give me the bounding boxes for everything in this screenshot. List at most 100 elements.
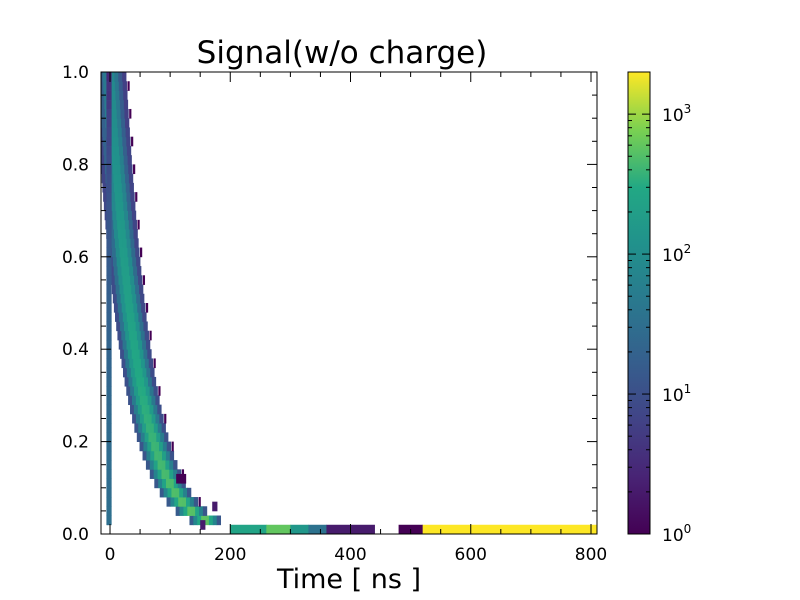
heatmap-cell [198,497,201,507]
heatmap-cell [171,441,174,452]
heatmap-cell [132,293,137,304]
heatmap-cell [119,284,124,295]
heatmap-cell [107,339,110,350]
heatmap-cell [191,506,196,516]
heatmap-cell [125,118,130,128]
heatmap-cell [108,238,111,248]
heatmap-cell [135,395,141,406]
heatmap-cell [138,367,143,378]
heatmap-cell [121,330,126,341]
heatmap-cell [107,376,110,387]
heatmap-cell [125,330,130,341]
heatmap-cell [108,312,111,322]
heatmap-cell [123,349,129,359]
heatmap-cell [106,339,109,350]
heatmap-cell [134,312,139,322]
heatmap-cell [120,349,125,359]
heatmap-cell [107,210,110,221]
heatmap-cell [143,349,148,359]
heatmap-cell [151,441,156,452]
heatmap-cell [187,487,192,498]
heatmap-cell [178,497,183,507]
heatmap-cell [107,136,110,147]
heatmap-cell [112,256,118,267]
heatmap-cell [119,247,124,258]
heatmap-cell [108,182,111,193]
heatmap-cell [108,413,111,424]
heatmap-cell [124,210,129,221]
heatmap-cell [106,460,109,470]
heatmap-cell [118,81,124,91]
heatmap-cell [110,192,116,202]
heatmap-cell [125,358,130,369]
heatmap-cell [138,275,143,285]
heatmap-cell [123,155,128,165]
heatmap-cell [195,506,200,516]
heatmap-cell [110,256,112,267]
heatmap-cell [106,145,109,156]
heatmap-cell [110,386,112,396]
heatmap-cell [127,155,132,165]
heatmap-cell [127,81,130,91]
heatmap-cell [106,229,109,239]
heatmap-cell [111,284,117,295]
colorbar-tick-label: 102 [662,242,691,266]
heatmap-cell [101,108,106,119]
heatmap-cell [140,358,146,369]
heatmap-cell [107,164,110,175]
heatmap-cell [106,386,109,396]
heatmap-cell [106,367,109,378]
heatmap-cell [118,238,124,248]
heatmap-cell [106,423,109,433]
heatmap-cell [116,321,121,332]
heatmap-cell [101,173,106,184]
heatmap-cell [161,460,166,470]
heatmap-cell [113,173,118,184]
heatmap-cell [127,349,133,359]
x-tick-label: 600 [455,545,487,565]
heatmap-cell [114,275,119,285]
heatmap-cell [107,108,110,119]
heatmap-cell [110,275,112,285]
heatmap-cell [128,395,133,406]
heatmap-cell [112,108,118,119]
heatmap-cell [160,432,165,442]
heatmap-cell [107,395,110,406]
heatmap-cell [187,506,192,516]
heatmap-cell [131,201,136,211]
heatmap-cell [230,524,267,535]
heatmap-cell [189,497,195,507]
heatmap-cell [107,404,110,415]
heatmap-cell [106,173,109,184]
heatmap-cell [132,219,137,230]
heatmap-cell [107,99,110,110]
heatmap-cell [119,90,124,101]
heatmap-cell [143,413,149,424]
heatmap-cell [165,450,171,461]
heatmap-cell [145,303,149,313]
heatmap-cell [131,247,136,258]
y-tick-label: 0.2 [62,433,89,453]
heatmap-cell [108,376,111,387]
heatmap-cell [175,487,180,498]
heatmap-cell [149,404,154,415]
heatmap-cell [123,201,128,211]
heatmap-cell [110,487,112,498]
heatmap-cell [128,293,133,304]
heatmap-cell [108,478,111,489]
heatmap-cell [115,312,120,322]
heatmap-cell [108,358,111,369]
heatmap-cell [170,497,175,507]
heatmap-cell [106,266,109,276]
heatmap-cell [143,441,148,452]
heatmap-cell [130,367,136,378]
heatmap-cell [108,487,111,498]
heatmap-cell [162,441,168,452]
heatmap-cell [126,145,132,156]
heatmap-cell [135,192,138,202]
heatmap-cell [107,432,110,442]
colorbar-tick-label: 100 [662,522,691,546]
heatmap-cell [146,450,151,461]
heatmap-cell [124,219,130,230]
heatmap-cell [129,108,132,119]
